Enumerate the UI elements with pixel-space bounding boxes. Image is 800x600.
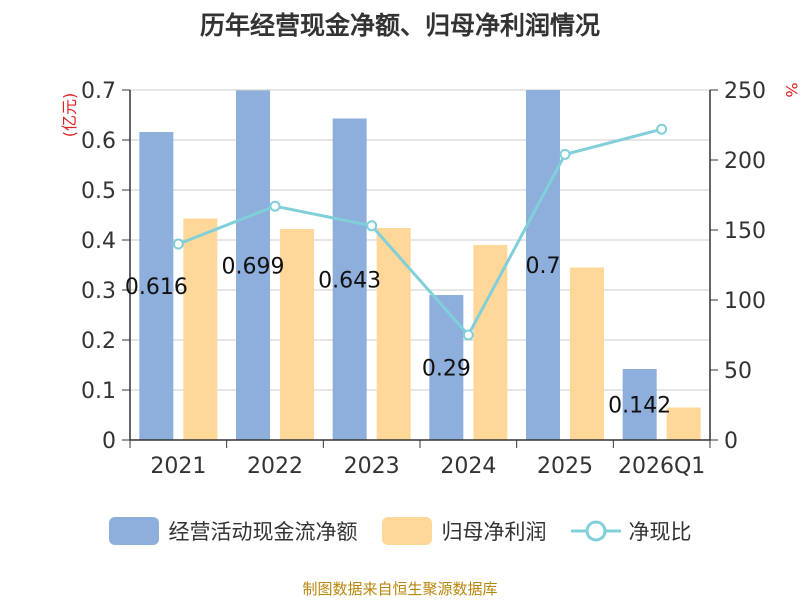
left-tick-label-0.1: 0.1 bbox=[81, 379, 116, 404]
line-point-2022 bbox=[269, 200, 281, 212]
x-tick-label-2022: 2022 bbox=[247, 454, 303, 479]
left-tick-label-0.3: 0.3 bbox=[81, 279, 116, 304]
line-point-2023 bbox=[366, 220, 378, 232]
bar-value-label-2021: 0.616 bbox=[125, 275, 188, 300]
bar-value-label-2026q1: 0.142 bbox=[608, 394, 671, 419]
legend-item-net-profit[interactable]: 归母净利润 bbox=[381, 516, 547, 546]
bar-2026q1-s0 bbox=[622, 369, 657, 440]
bar-2022-s0 bbox=[236, 90, 270, 440]
bar-2023-s0 bbox=[332, 118, 367, 440]
bar-2026q1-s1 bbox=[666, 407, 701, 440]
legend-swatch-cash-ratio bbox=[570, 520, 621, 542]
axes-group: 0 0.1 0.2 0.3 0.4 0.5 0.6 0.7 0 50 100 150 200 250 (亿元… bbox=[60, 79, 800, 479]
legend-item-cash-ratio[interactable]: 净现比 bbox=[570, 516, 692, 546]
bar-2024-s0 bbox=[429, 295, 464, 440]
x-tick-label-2026q1: 2026Q1 bbox=[618, 454, 705, 479]
right-tick-label-150: 150 bbox=[724, 219, 766, 244]
left-axis-unit-label: (亿元) bbox=[60, 93, 79, 138]
bars-group bbox=[139, 90, 701, 440]
line-point-2021 bbox=[172, 238, 184, 250]
x-tick-label-2023: 2023 bbox=[344, 454, 400, 479]
chart-title: 历年经营现金净额、归母净利润情况 bbox=[199, 11, 600, 40]
legend-label-cash-ratio: 净现比 bbox=[628, 520, 692, 544]
line-series-group bbox=[172, 123, 668, 341]
left-tick-label-0.6: 0.6 bbox=[81, 129, 116, 154]
line-point-2026q1 bbox=[656, 123, 668, 135]
legend-swatch-net-profit bbox=[381, 517, 432, 545]
left-tick-label-0.4: 0.4 bbox=[81, 229, 116, 254]
bar-2025-s1 bbox=[570, 267, 604, 440]
bar-2021-s0 bbox=[139, 132, 174, 440]
right-tick-label-50: 50 bbox=[724, 359, 752, 384]
line-point-2024 bbox=[462, 329, 474, 341]
x-tick-label-2024: 2024 bbox=[440, 454, 496, 479]
legend-label-cashflow: 经营活动现金流净额 bbox=[168, 520, 358, 544]
right-tick-label-100: 100 bbox=[724, 289, 766, 314]
bar-value-label-2022: 0.699 bbox=[222, 254, 285, 279]
bar-2025-s0 bbox=[526, 90, 560, 440]
bar-value-label-2025: 0.7 bbox=[526, 254, 561, 279]
left-tick-label-0.2: 0.2 bbox=[81, 329, 116, 354]
line-cash-ratio bbox=[177, 127, 663, 338]
left-tick-label-0: 0 bbox=[102, 429, 116, 454]
legend-swatch-cashflow bbox=[108, 517, 159, 545]
left-tick-label-0.7: 0.7 bbox=[81, 79, 116, 104]
bar-2022-s1 bbox=[280, 229, 314, 440]
bar-value-label-2024: 0.29 bbox=[422, 357, 471, 382]
bar-2023-s1 bbox=[376, 228, 411, 440]
source-note: 制图数据来自恒生聚源数据库 bbox=[302, 580, 498, 598]
right-tick-label-200: 200 bbox=[724, 149, 766, 174]
right-tick-label-250: 250 bbox=[724, 79, 766, 104]
right-axis-unit-label: % bbox=[782, 82, 800, 97]
right-tick-label-0: 0 bbox=[724, 429, 738, 454]
legend-item-cashflow[interactable]: 经营活动现金流净额 bbox=[108, 516, 358, 546]
legend-label-net-profit: 归母净利润 bbox=[441, 520, 547, 544]
line-point-2025 bbox=[559, 148, 571, 160]
bar-value-label-2023: 0.643 bbox=[318, 268, 381, 293]
data-labels-group: 0.616 0.699 0.643 0.29 0.7 0.142 bbox=[125, 254, 671, 419]
bar-2021-s1 bbox=[183, 218, 218, 440]
x-tick-label-2021: 2021 bbox=[150, 454, 206, 479]
x-tick-label-2025: 2025 bbox=[537, 454, 593, 479]
bar-2024-s1 bbox=[473, 245, 508, 440]
left-tick-label-0.5: 0.5 bbox=[81, 179, 116, 204]
legend: 经营活动现金流净额 归母净利润 净现比 bbox=[0, 516, 800, 546]
